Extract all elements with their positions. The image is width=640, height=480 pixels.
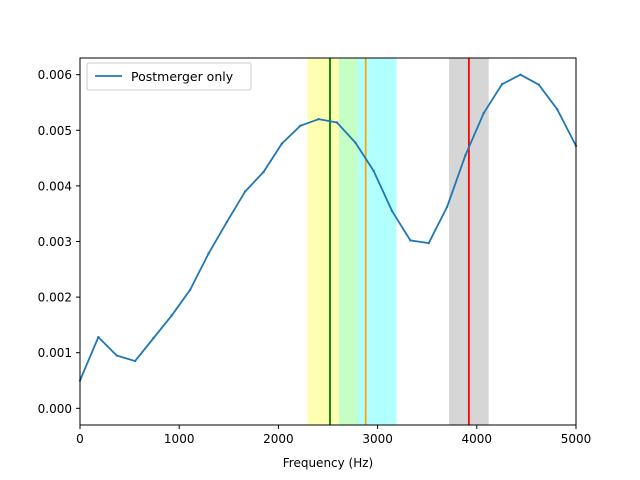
legend-label-postmerger-only: Postmerger only bbox=[131, 69, 234, 84]
data-point bbox=[207, 252, 210, 255]
y-tick-label: 0.000 bbox=[38, 402, 72, 416]
x-axis-ticks: 0 1000 2000 3000 4000 5000 bbox=[76, 425, 591, 446]
data-point bbox=[445, 205, 449, 209]
data-point bbox=[152, 337, 155, 340]
data-point bbox=[97, 335, 100, 339]
data-point bbox=[243, 190, 247, 193]
x-tick-label: 0 bbox=[76, 432, 84, 446]
shaded-bands bbox=[307, 58, 489, 425]
data-point bbox=[464, 154, 467, 157]
data-point bbox=[299, 124, 302, 128]
data-point bbox=[354, 141, 357, 144]
x-tick-label: 5000 bbox=[561, 432, 592, 446]
data-point bbox=[335, 121, 339, 124]
x-tick-label: 1000 bbox=[164, 432, 195, 446]
data-point bbox=[115, 354, 118, 357]
data-point bbox=[225, 220, 229, 224]
y-axis-ticks: 0.000 0.001 0.002 0.003 0.004 0.005 0.006 bbox=[38, 68, 80, 416]
data-point bbox=[280, 142, 284, 145]
data-point bbox=[170, 314, 173, 317]
y-tick-label: 0.002 bbox=[38, 291, 72, 305]
data-point bbox=[133, 359, 137, 363]
data-point bbox=[482, 111, 485, 115]
x-tick-label: 3000 bbox=[362, 432, 393, 446]
data-point bbox=[427, 241, 430, 245]
y-tick-label: 0.003 bbox=[38, 235, 72, 249]
series-layer bbox=[78, 73, 578, 382]
data-point bbox=[317, 117, 320, 121]
data-point bbox=[262, 170, 265, 174]
data-point bbox=[372, 169, 375, 173]
data-point bbox=[519, 73, 522, 76]
x-tick-label: 2000 bbox=[263, 432, 294, 446]
shaded-band-1 bbox=[307, 58, 339, 425]
shaded-band-2 bbox=[338, 58, 358, 425]
legend-box bbox=[86, 62, 252, 91]
x-tick-label: 4000 bbox=[462, 432, 493, 446]
y-tick-label: 0.005 bbox=[38, 124, 72, 138]
vertical-lines bbox=[329, 58, 470, 425]
x-axis-title: Frequency (Hz) bbox=[283, 456, 374, 470]
data-point bbox=[188, 288, 192, 292]
y-tick-label: 0.001 bbox=[38, 346, 72, 360]
legend: Postmerger only bbox=[86, 62, 252, 91]
shaded-band-3 bbox=[357, 58, 397, 425]
y-tick-label: 0.006 bbox=[38, 68, 72, 82]
data-point bbox=[500, 82, 504, 86]
data-point bbox=[390, 209, 394, 213]
data-point bbox=[555, 107, 559, 111]
y-tick-label: 0.004 bbox=[38, 179, 72, 193]
series-line-1 bbox=[79, 73, 577, 381]
data-point bbox=[409, 239, 412, 242]
data-point bbox=[537, 83, 540, 86]
